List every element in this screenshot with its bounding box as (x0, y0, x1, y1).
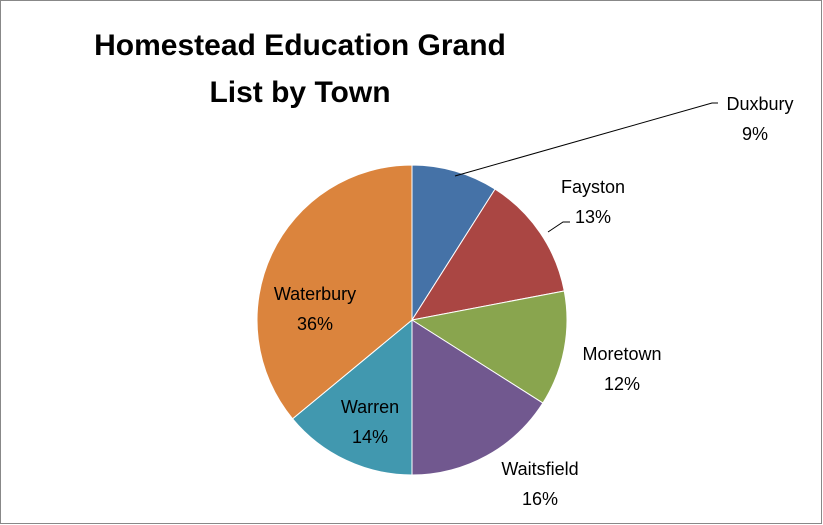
slice-label: Waitsfield (501, 459, 578, 479)
slice-value-label: 36% (297, 314, 333, 334)
slice-value-label: 14% (352, 427, 388, 447)
slice-value-label: 13% (575, 207, 611, 227)
slice-label: Waterbury (274, 284, 356, 304)
slice-label: Moretown (582, 344, 661, 364)
leader-line (454, 102, 718, 177)
slice-value-label: 16% (522, 489, 558, 509)
slice-value-label: 9% (742, 124, 768, 144)
leader-line (547, 221, 570, 233)
pie-slice (256, 164, 413, 420)
slice-value-label: 12% (604, 374, 640, 394)
pie-slice (411, 164, 496, 322)
pie-slice (291, 318, 413, 476)
slice-label: Duxbury (726, 94, 793, 114)
chart-title: Homestead Education Grand List by Town (94, 29, 506, 109)
pie-slice (410, 290, 568, 404)
pie-slice (410, 188, 565, 321)
slice-label: Fayston (561, 177, 625, 197)
pie-slice (411, 319, 544, 476)
slice-label: Warren (341, 397, 399, 417)
